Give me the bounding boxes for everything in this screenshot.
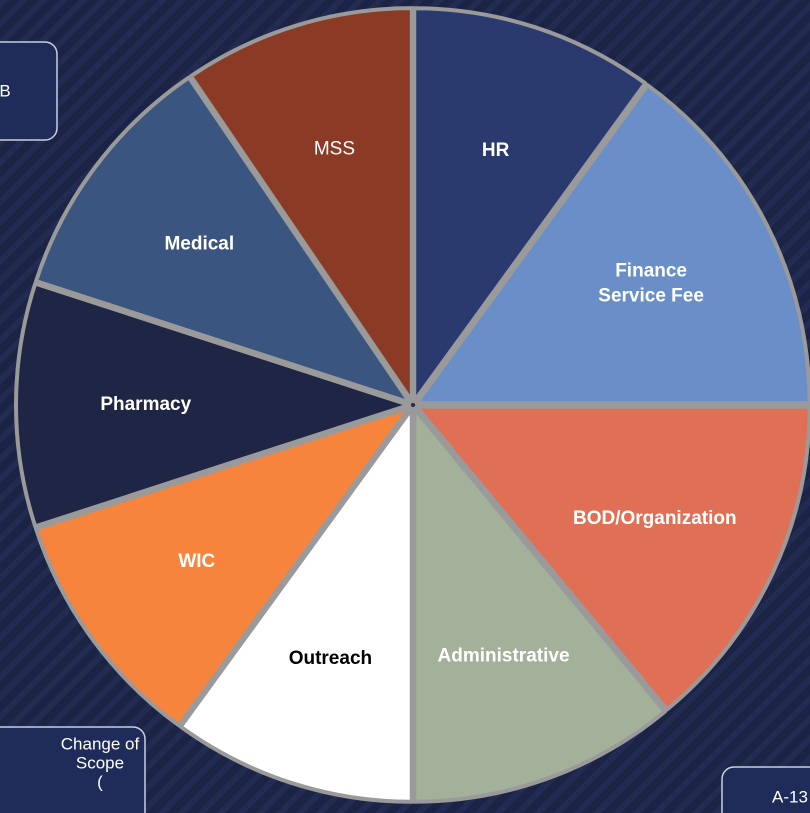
pie-slice [412, 406, 667, 804]
slice-label: Administrative [438, 645, 570, 666]
box-text: A-13 [772, 787, 808, 806]
pie-slice [188, 6, 414, 404]
box-text: ( [97, 772, 103, 791]
pie-slice [412, 6, 648, 404]
box-text: Change of [61, 734, 140, 753]
info-box [721, 766, 810, 813]
slice-label: Finance Service Fee [598, 261, 704, 307]
pie-slice [34, 75, 412, 405]
slice-label: Pharmacy [100, 394, 191, 415]
pie-slice [33, 405, 412, 728]
label-line: Finance [615, 261, 687, 282]
pie-slice [414, 404, 810, 712]
pie-slice [14, 281, 411, 529]
label-line: Service Fee [598, 286, 704, 307]
pie: HR Finance Service Fee BOD/Organization Admi… [14, 6, 810, 804]
slice-label: BOD/Organization [573, 508, 737, 529]
slice-label: WIC [178, 551, 215, 572]
info-box [0, 726, 146, 813]
box-text: B [0, 81, 11, 100]
info-box [0, 41, 58, 141]
slice-label: Medical [164, 234, 234, 255]
pie-slice [178, 406, 414, 804]
pie-slice [414, 83, 810, 406]
slice-label: MSS [314, 139, 355, 160]
slice-label: HR [482, 140, 510, 161]
slice-label: Outreach [289, 648, 372, 669]
box-text: Scope [76, 753, 124, 772]
